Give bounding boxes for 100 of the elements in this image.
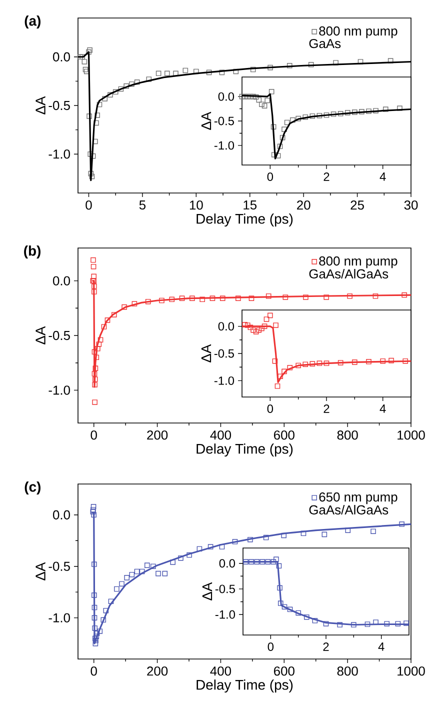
point: [324, 112, 330, 118]
point: [264, 316, 270, 322]
y-axis-title: ΔA: [202, 582, 212, 600]
point: [145, 298, 151, 304]
y-tick-label: -0.5: [215, 584, 235, 594]
y-axis-title: ΔA: [201, 112, 212, 130]
point: [88, 170, 94, 176]
point: [134, 568, 140, 574]
x-tick-label: 15: [244, 200, 257, 210]
point: [92, 615, 98, 620]
point: [345, 528, 351, 533]
point: [102, 96, 108, 102]
point: [384, 621, 390, 626]
point: [402, 292, 407, 298]
x-tick-label: 20: [297, 200, 310, 210]
x-tick-label: 5: [139, 200, 146, 210]
point: [312, 618, 318, 624]
point: [281, 532, 286, 538]
point: [248, 324, 254, 330]
point: [347, 293, 352, 299]
point: [248, 94, 254, 100]
point: [262, 324, 268, 329]
point: [196, 546, 202, 552]
point: [248, 536, 253, 542]
point: [162, 570, 168, 576]
point: [206, 70, 212, 76]
point: [108, 598, 114, 604]
point: [144, 562, 150, 568]
point: [296, 362, 301, 368]
point: [108, 92, 113, 98]
point: [92, 366, 98, 371]
legend-label: 800 nm pump: [319, 256, 398, 268]
point: [210, 296, 216, 301]
y-tick-label: 0.0: [218, 322, 234, 331]
point: [277, 144, 283, 150]
point: [270, 559, 276, 564]
x-tick-label: 400: [210, 666, 232, 676]
point: [373, 108, 378, 114]
point: [182, 68, 188, 74]
point: [232, 539, 238, 544]
point: [92, 376, 98, 382]
y-tick-label: -0.5: [48, 100, 70, 110]
point: [324, 294, 329, 300]
point: [266, 293, 272, 299]
y-axis-title: ΔA: [36, 562, 46, 580]
chart-title: (c): [24, 482, 40, 495]
point: [236, 296, 241, 301]
x-tick-label: 200: [147, 430, 168, 440]
point: [170, 560, 176, 565]
point: [89, 174, 95, 180]
point: [352, 360, 358, 365]
point: [388, 358, 394, 364]
x-tick-label: 2: [323, 642, 329, 651]
point: [304, 614, 310, 620]
point: [219, 544, 225, 550]
point: [92, 604, 98, 610]
point: [90, 504, 96, 510]
y-tick-label: -0.5: [48, 330, 70, 340]
point: [256, 327, 262, 333]
point: [287, 364, 293, 370]
x-tick-label: 0: [90, 666, 97, 676]
y-tick-label: -1.0: [48, 386, 70, 395]
point: [277, 585, 282, 591]
point: [303, 294, 308, 300]
point: [219, 70, 225, 76]
chart-title: (b): [24, 246, 40, 259]
x-tick-label: 1000: [398, 666, 425, 676]
point: [276, 563, 282, 569]
point: [316, 360, 322, 366]
point: [290, 117, 296, 123]
point: [404, 620, 409, 626]
x-tick-label: 400: [210, 430, 232, 440]
x-tick-label: 1000: [398, 430, 425, 440]
point: [268, 312, 273, 318]
point: [273, 322, 278, 328]
point: [286, 62, 292, 68]
x-tick-label: 800: [337, 666, 358, 676]
point: [256, 97, 262, 103]
y-axis-title: ΔA: [201, 344, 212, 362]
point: [159, 298, 164, 304]
point: [190, 296, 195, 301]
point: [302, 114, 308, 120]
y-axis-title: ΔA: [36, 326, 46, 344]
y-tick-label: -1.0: [48, 150, 70, 159]
point: [122, 304, 127, 310]
point: [169, 296, 175, 302]
point: [263, 534, 269, 540]
y-tick-label: -1.0: [214, 376, 234, 385]
point: [322, 532, 328, 538]
x-tick-label: 30: [404, 200, 418, 210]
point: [275, 153, 281, 158]
point: [370, 528, 376, 534]
x-tick-label: 0: [267, 172, 274, 181]
point: [262, 103, 268, 108]
point: [92, 592, 97, 598]
legend-label: 650 nm pump: [319, 492, 398, 504]
annotation: GaAs/AlGaAs: [309, 504, 388, 514]
x-tick-label: 4: [380, 172, 386, 181]
x-tick-label: 4: [380, 404, 386, 413]
point: [179, 296, 185, 301]
